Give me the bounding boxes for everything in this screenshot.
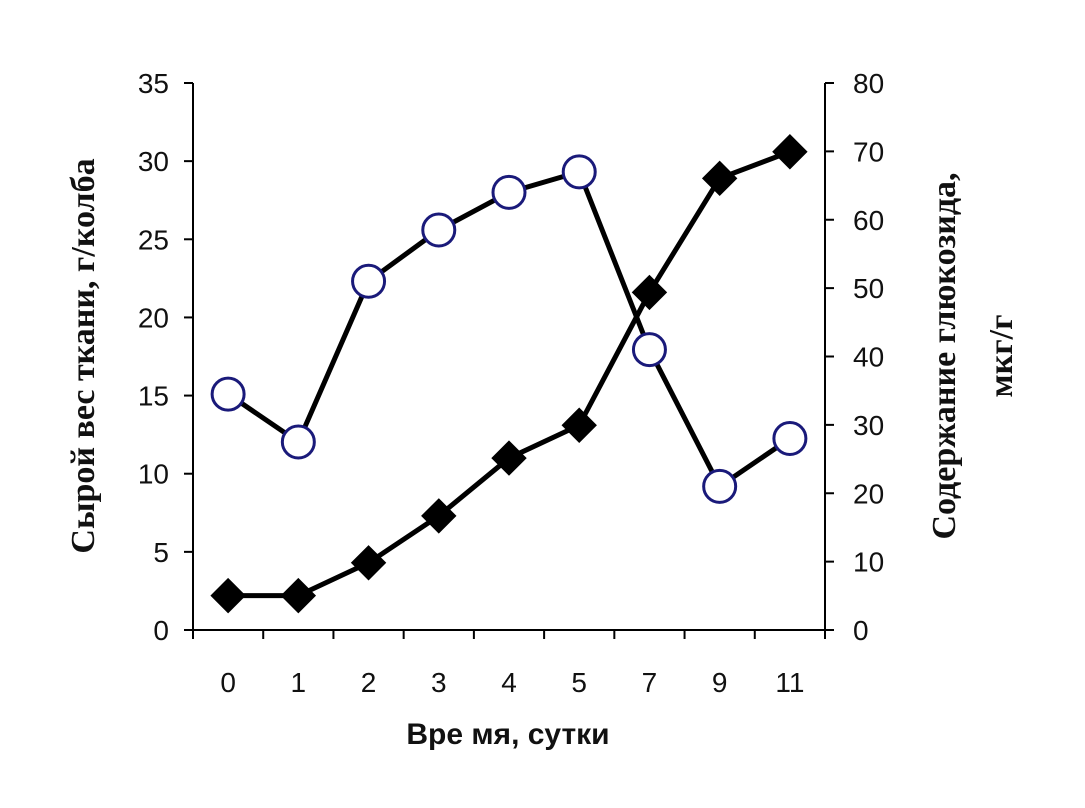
data-point-diamond: [701, 160, 738, 197]
y-tick-label-left: 25: [138, 224, 169, 255]
y-tick-label-left: 20: [138, 302, 169, 333]
data-point-circle: [210, 376, 246, 412]
y-tick-label-right: 40: [853, 342, 884, 373]
x-tick-label: 0: [220, 667, 236, 698]
y-tick-label-right: 20: [853, 478, 884, 509]
y-axis-label-right-line2: мкг/г: [983, 314, 1020, 397]
data-point-diamond: [210, 577, 246, 614]
data-point-circle: [351, 263, 387, 299]
data-point-circle: [421, 212, 457, 248]
y-tick-label-left: 15: [138, 381, 169, 412]
x-tick-label: 7: [642, 667, 658, 698]
y-tick-label-right: 10: [853, 547, 884, 578]
data-point-circle: [280, 424, 316, 460]
y-tick-label-left: 5: [153, 537, 169, 568]
y-tick-label-left: 10: [138, 459, 169, 490]
data-point-circle: [491, 174, 527, 210]
y-axis-label-left: Сырой вес ткани, г/колба: [65, 158, 102, 553]
x-tick-label: 5: [571, 667, 587, 698]
data-point-circle: [772, 421, 808, 457]
data-point-diamond: [772, 134, 808, 170]
x-axis-label: Вре мя, сутки: [406, 718, 609, 751]
y-tick-label-right: 0: [853, 615, 869, 646]
y-tick-label-left: 35: [138, 68, 169, 99]
y-tick-label-left: 0: [153, 615, 169, 646]
data-point-circle: [702, 468, 738, 504]
y-tick-label-left: 30: [138, 146, 169, 177]
x-tick-label: 1: [291, 667, 307, 698]
x-tick-label: 2: [361, 667, 377, 698]
series-lines: [226, 149, 792, 599]
data-point-circle: [631, 332, 667, 368]
y-tick-label-right: 70: [853, 136, 884, 167]
x-tick-label: 4: [501, 667, 517, 698]
data-point-diamond: [561, 407, 597, 443]
x-tick-label: 3: [431, 667, 447, 698]
data-point-circle: [561, 154, 597, 190]
y-tick-label-right: 50: [853, 273, 884, 304]
axes: 0 5 10 15 20 25 30 35 0 10 20 30 40 50 60 70 80 0 1 2 3 4 5 7 9 1…: [138, 68, 884, 698]
data-point-diamond: [421, 498, 457, 534]
data-point-diamond: [280, 577, 317, 614]
series-markers: [210, 134, 808, 614]
y-axis-label-right-line1: Содержание глюкозида,: [926, 172, 963, 539]
x-tick-label: 11: [775, 667, 804, 698]
x-tick-label: 9: [712, 667, 728, 698]
y-tick-label-right: 80: [853, 68, 884, 99]
y-tick-label-right: 60: [853, 205, 884, 236]
y-tick-label-right: 30: [853, 410, 884, 441]
series-line-diamond: [228, 149, 791, 599]
data-point-diamond: [491, 440, 527, 476]
data-point-diamond: [350, 545, 387, 581]
data-point-diamond: [631, 274, 668, 311]
